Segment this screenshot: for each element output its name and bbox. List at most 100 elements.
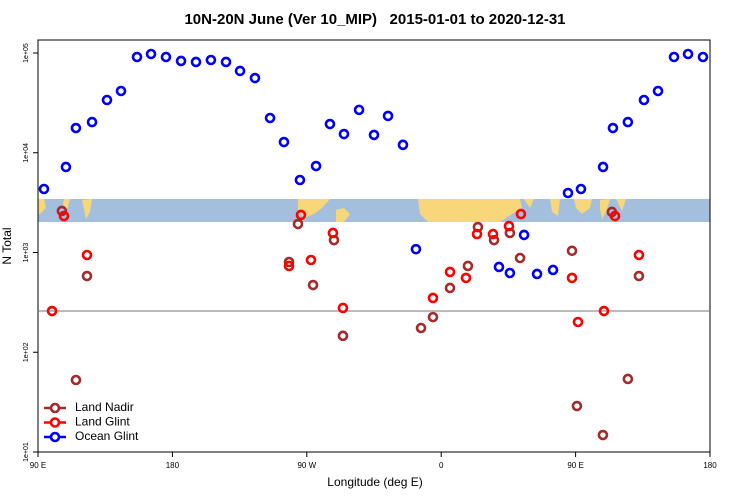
x-axis-title: Longitude (deg E) xyxy=(327,475,422,489)
point xyxy=(338,128,350,140)
point xyxy=(652,85,664,97)
point xyxy=(562,187,574,199)
point xyxy=(598,305,610,317)
point xyxy=(518,229,530,241)
point xyxy=(310,160,322,172)
point xyxy=(462,260,474,272)
y-axis-title: N Total xyxy=(0,227,14,264)
x-tick-label: 90 E xyxy=(567,461,583,470)
point xyxy=(220,56,232,68)
point xyxy=(575,183,587,195)
point xyxy=(415,322,427,334)
point xyxy=(234,65,246,77)
x-tick-label: 180 xyxy=(166,461,180,470)
point xyxy=(70,122,82,134)
point xyxy=(547,264,559,276)
point xyxy=(444,266,456,278)
point xyxy=(337,330,349,342)
legend-label: Land Nadir xyxy=(75,400,134,414)
point xyxy=(81,249,93,261)
point xyxy=(353,104,365,116)
point xyxy=(38,183,50,195)
point xyxy=(682,48,694,60)
point xyxy=(81,270,93,282)
point xyxy=(622,116,634,128)
world-map-strip xyxy=(38,199,710,222)
point xyxy=(633,270,645,282)
point xyxy=(622,373,634,385)
y-tick-label: 1e+01 xyxy=(23,442,30,462)
legend-marker xyxy=(49,402,61,414)
point xyxy=(531,268,543,280)
point xyxy=(60,161,72,173)
point xyxy=(324,118,336,130)
point xyxy=(597,161,609,173)
point xyxy=(487,228,499,240)
x-tick-label: 0 xyxy=(439,461,444,470)
point xyxy=(337,302,349,314)
plot-frame xyxy=(37,39,711,453)
point xyxy=(668,51,680,63)
point xyxy=(493,261,505,273)
x-tick-label: 180 xyxy=(703,461,717,470)
point xyxy=(503,220,515,232)
point xyxy=(46,305,58,317)
point xyxy=(264,112,276,124)
point xyxy=(283,256,295,268)
y-tick-label: 1e+02 xyxy=(23,342,30,362)
point xyxy=(410,243,422,255)
point xyxy=(571,400,583,412)
point xyxy=(58,210,70,222)
point xyxy=(327,227,339,239)
point xyxy=(444,282,456,294)
point xyxy=(160,51,172,63)
chart-title: 10N-20N June (Ver 10_MIP) 2015-01-01 to … xyxy=(184,11,565,28)
point xyxy=(597,429,609,441)
x-tick-label: 90 E xyxy=(30,461,46,470)
point xyxy=(427,311,439,323)
point xyxy=(131,51,143,63)
point xyxy=(86,116,98,128)
legend-marker xyxy=(49,431,61,443)
point xyxy=(294,174,306,186)
point xyxy=(115,85,127,97)
point xyxy=(515,208,527,220)
point xyxy=(56,205,68,217)
point xyxy=(397,139,409,151)
legend-label: Ocean Glint xyxy=(75,429,139,443)
point xyxy=(572,316,584,328)
point xyxy=(566,272,578,284)
point xyxy=(101,94,113,106)
point xyxy=(307,279,319,291)
point xyxy=(471,228,483,240)
point xyxy=(70,374,82,386)
point xyxy=(504,267,516,279)
point xyxy=(295,209,307,221)
y-tick-label: 1e+04 xyxy=(23,143,30,163)
point xyxy=(633,249,645,261)
ocean-band xyxy=(38,199,710,222)
point xyxy=(292,218,304,230)
point xyxy=(278,136,290,148)
point xyxy=(638,94,650,106)
legend-label: Land Glint xyxy=(75,415,130,429)
y-tick-label: 1e+05 xyxy=(23,43,30,63)
point xyxy=(283,260,295,272)
point xyxy=(368,129,380,141)
point xyxy=(305,254,317,266)
point xyxy=(609,210,621,222)
point xyxy=(175,55,187,67)
point xyxy=(514,252,526,264)
point xyxy=(697,51,709,63)
point xyxy=(607,122,619,134)
point xyxy=(190,56,202,68)
point xyxy=(460,272,472,284)
legend-marker xyxy=(49,417,61,428)
point xyxy=(249,72,261,84)
point xyxy=(145,48,157,60)
point xyxy=(382,110,394,122)
point xyxy=(488,234,500,246)
point xyxy=(427,292,439,304)
